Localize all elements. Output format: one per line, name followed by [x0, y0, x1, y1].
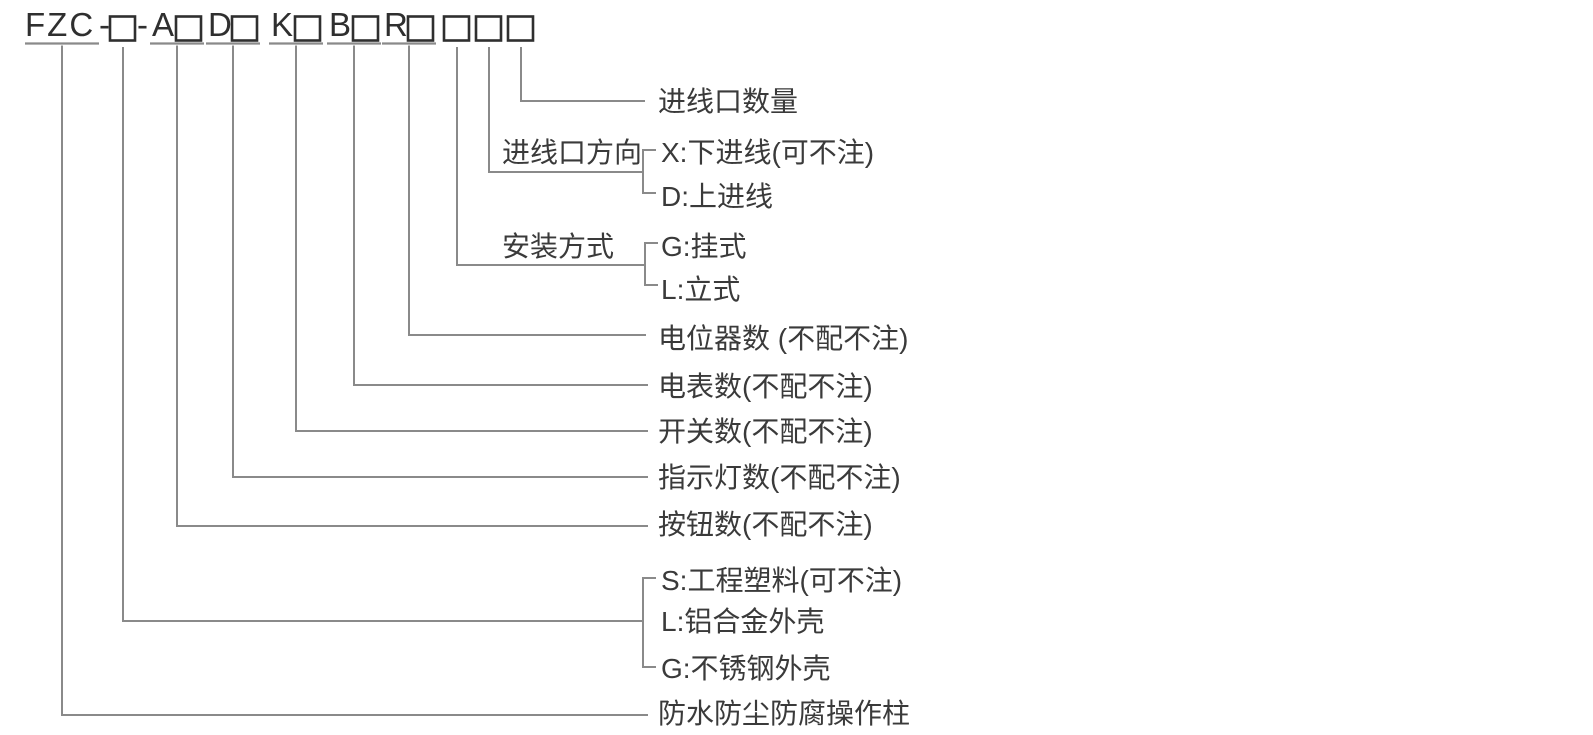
connector-shell-material [122, 47, 643, 622]
code-letter-r: R [384, 6, 408, 43]
bracket-mounting [644, 242, 658, 286]
code-box-shell-material [108, 15, 137, 42]
connector-switch-count [295, 45, 648, 432]
connector-pot-count [408, 45, 646, 336]
code-box-pot-count [406, 15, 435, 42]
connector-meter-count [353, 45, 648, 386]
label-shell-s: S:工程塑料(可不注) [661, 565, 902, 596]
label-mount-g: G:挂式 [661, 231, 747, 262]
label-shell-l: L:铝合金外壳 [661, 606, 824, 637]
label-indicator-count: 指示灯数(不配不注) [658, 462, 901, 493]
code-dash-1: - [99, 6, 110, 43]
code-letter-a: A [152, 6, 174, 43]
code-box-meter-count [351, 15, 380, 42]
connector-indicator-count [232, 45, 648, 478]
code-box-indicator-count [230, 15, 259, 42]
bracket-inlet-direction [642, 149, 656, 194]
connector-inlet-direction [488, 47, 643, 173]
code-box-inlet-direction [474, 15, 503, 42]
label-mount-l: L:立式 [661, 274, 740, 305]
label-button-count: 按钮数(不配不注) [658, 509, 873, 540]
connector-button-count [176, 45, 648, 527]
label-switch-count: 开关数(不配不注) [658, 416, 873, 447]
code-box-switch-count [293, 15, 322, 42]
code-letter-d: D [208, 6, 232, 43]
label-shell-g: G:不锈钢外壳 [661, 653, 831, 684]
code-box-mounting [442, 15, 471, 42]
code-box-button-count [174, 15, 203, 42]
label-inlet-direction: 进线口方向 [502, 137, 642, 168]
code-letter-b: B [329, 6, 351, 43]
connector-product-name [61, 45, 648, 716]
label-meter-count: 电表数(不配不注) [658, 371, 873, 402]
label-product-name: 防水防尘防腐操作柱 [658, 698, 910, 729]
label-potentiometer-count: 电位器数 (不配不注) [658, 323, 908, 354]
label-mounting: 安装方式 [502, 231, 614, 262]
code-letter-k: K [271, 6, 293, 43]
connector-mounting [456, 47, 645, 266]
label-inlet-dir-x: X:下进线(可不注) [661, 137, 874, 168]
label-inlet-count: 进线口数量 [658, 86, 798, 117]
label-inlet-dir-d: D:上进线 [661, 181, 773, 212]
code-box-inlet-count [506, 15, 535, 42]
bracket-shell-material [642, 577, 656, 668]
connector-inlet-count [520, 47, 645, 102]
code-prefix: FZC [25, 6, 95, 43]
code-dash-2: - [137, 6, 148, 43]
